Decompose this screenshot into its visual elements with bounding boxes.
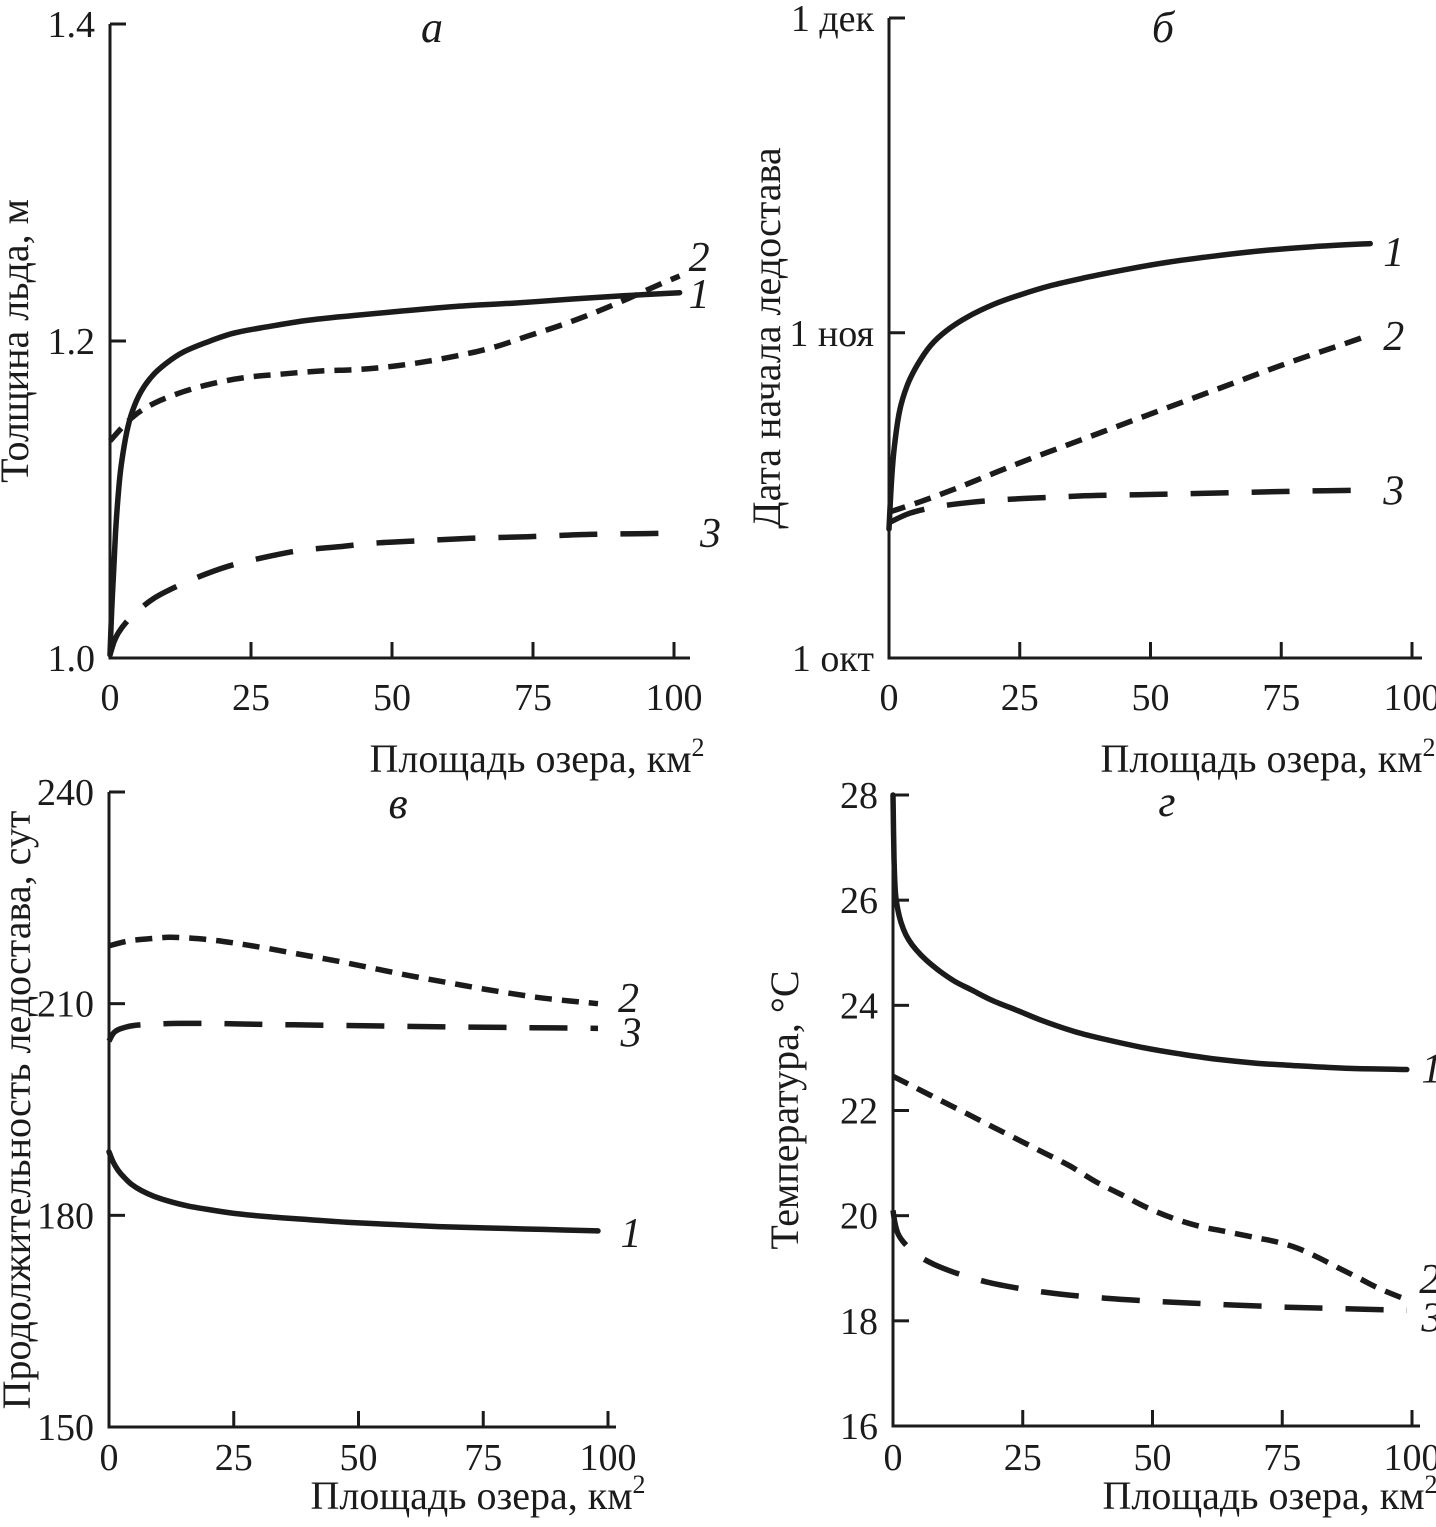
panel-b-y-axis-title: Дата начала ледостава	[744, 147, 789, 529]
panel-g-title: г	[1158, 777, 1175, 826]
panel-g-curve-3	[893, 1210, 1407, 1310]
panel-b-x-tick-label-50: 50	[1132, 677, 1170, 719]
panel-b: 0 25 50 75 100 1 окт 1 ноя 1 дек Дата начала лед…	[744, 0, 1436, 781]
panel-b-curve-3	[889, 490, 1370, 523]
panel-b-x-tick-label-25: 25	[1001, 677, 1039, 719]
panel-a: 0 25 50 75 100 1.0 1.2 1.4 Толщина льда, м Площад…	[0, 3, 721, 781]
panel-v-title: в	[388, 779, 407, 828]
panel-a-x-tick-label-25: 25	[232, 677, 270, 719]
panel-v-y-tick-label-180: 180	[37, 1195, 94, 1237]
panel-v-x-axis-title: Площадь озера, км2	[310, 1470, 645, 1518]
panel-v-curve-label-1: 1	[620, 1211, 641, 1257]
panel-a-curve-2	[110, 276, 680, 441]
panel-g-y-tick-label-18: 18	[840, 1301, 878, 1343]
panel-a-y-tick-label-1.0: 1.0	[48, 638, 96, 680]
panel-v-y-tick-label-150: 150	[37, 1407, 94, 1449]
panel-b-curve-label-3: 3	[1382, 469, 1404, 515]
panel-a-curve-label-3: 3	[699, 511, 721, 557]
panel-g-curve-1	[893, 795, 1407, 1070]
panel-b-axes	[889, 18, 1422, 658]
panel-g-x-tick-label-0: 0	[884, 1437, 903, 1479]
panel-g-x-tick-label-25: 25	[1004, 1437, 1042, 1479]
panel-b-title: б	[1152, 3, 1176, 52]
panel-v-y-tick-label-240: 240	[37, 772, 94, 814]
panel-g-curve-label-1: 1	[1421, 1046, 1436, 1092]
panel-b-y-tick-label-1 ноя: 1 ноя	[789, 313, 874, 355]
panel-a-x-axis-title: Площадь озера, км2	[369, 733, 704, 781]
panel-a-axes	[110, 24, 690, 658]
panel-a-y-axis-title: Толщина льда, м	[0, 199, 37, 483]
panel-a-curve-label-2: 2	[689, 235, 710, 281]
panel-g-y-tick-label-22: 22	[840, 1091, 878, 1133]
panel-b-curve-label-1: 1	[1383, 230, 1404, 276]
panel-v-curve-label-3: 3	[619, 1011, 641, 1057]
panel-b-x-tick-label-0: 0	[880, 677, 899, 719]
panel-b-x-tick-label-100: 100	[1384, 677, 1436, 719]
panel-v-curve-2	[109, 937, 598, 1003]
panel-g-y-tick-label-20: 20	[840, 1196, 878, 1238]
panel-a-x-tick-label-50: 50	[373, 677, 411, 719]
panel-a-x-tick-label-75: 75	[514, 677, 552, 719]
panel-b-x-axis-title: Площадь озера, км2	[1100, 733, 1435, 781]
panel-b-curve-1	[889, 244, 1370, 529]
panel-a-x-tick-label-100: 100	[646, 677, 703, 719]
panel-a-title: а	[421, 3, 443, 52]
panel-v-x-tick-label-0: 0	[100, 1437, 119, 1479]
panel-b-y-tick-label-1 окт: 1 окт	[792, 638, 874, 680]
panel-b-curve-2	[889, 335, 1370, 512]
panel-a-x-tick-label-0: 0	[101, 677, 120, 719]
panel-a-curve-3	[110, 533, 680, 655]
panel-v-y-tick-label-210: 210	[37, 984, 94, 1026]
panel-g-y-tick-label-28: 28	[840, 775, 878, 817]
panel-a-y-tick-label-1.2: 1.2	[48, 321, 96, 363]
panel-g-y-tick-label-16: 16	[840, 1406, 878, 1448]
panel-b-x-tick-label-75: 75	[1262, 677, 1300, 719]
panel-a-curve-1	[110, 293, 680, 655]
panel-g-y-tick-label-24: 24	[840, 985, 878, 1027]
panel-v-axes	[109, 792, 616, 1427]
panel-g-y-axis-title: Температура, °С	[762, 970, 807, 1249]
panel-b-y-tick-label-1 дек: 1 дек	[791, 0, 875, 40]
panel-g-curve-label-3: 3	[1420, 1296, 1436, 1342]
panel-g-y-tick-label-26: 26	[840, 880, 878, 922]
panel-b-curve-label-2: 2	[1383, 314, 1404, 360]
panel-g-axes	[893, 795, 1420, 1426]
panel-g-curve-2	[893, 1076, 1407, 1300]
panel-v-curve-3	[109, 1023, 598, 1041]
panel-v-x-tick-label-25: 25	[215, 1437, 253, 1479]
panel-a-y-tick-label-1.4: 1.4	[48, 4, 96, 46]
panel-g-x-axis-title: Площадь озера, км2	[1102, 1470, 1436, 1518]
panel-v-y-axis-title: Продолжительность ледостава, сут	[0, 811, 39, 1410]
panel-v-curve-1	[109, 1152, 598, 1231]
